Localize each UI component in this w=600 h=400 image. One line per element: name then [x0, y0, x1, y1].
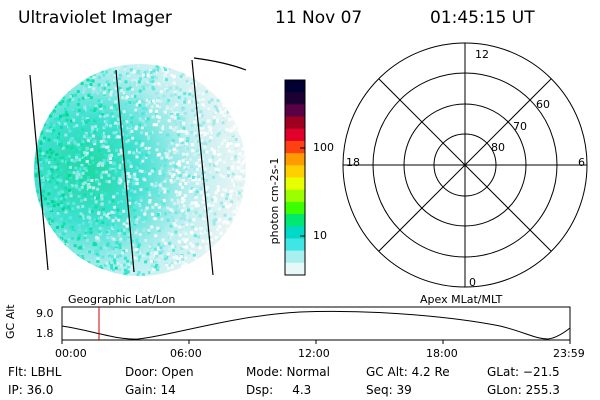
info-gain: Gain: 14 [125, 383, 176, 397]
mlat-label-70: 70 [513, 120, 527, 133]
info-mode: Mode: Normal [246, 365, 330, 379]
colorbar-tick-10: 10 [313, 229, 327, 242]
xtick-1200: 12:00 [298, 347, 330, 360]
colorbar-band [285, 104, 305, 118]
mlat-label-60: 60 [536, 98, 550, 111]
colorbar-band [285, 140, 305, 154]
xtick-2359: 23:59 [553, 347, 585, 360]
colorbar-band [285, 238, 305, 252]
time-label: 01:45:15 UT [430, 8, 535, 28]
colorbar-band [285, 262, 305, 276]
xtick-0600: 06:00 [170, 347, 202, 360]
info-ip: IP: 36.0 [8, 383, 54, 397]
mlt-label-18: 18 [346, 156, 360, 169]
date-label: 11 Nov 07 [275, 8, 363, 28]
xtick-1800: 18:00 [426, 347, 458, 360]
colorbar-band [285, 80, 305, 93]
info-filter: Flt: LBHL [8, 365, 62, 379]
info-seq: Seq: 39 [366, 383, 412, 397]
longitude-line [29, 74, 49, 271]
altitude-ytick-1-8: 1.8 [36, 327, 54, 340]
info-dsp: Dsp: 4.3 [246, 383, 312, 397]
latitude-line [193, 57, 247, 71]
colorbar-band [285, 250, 305, 264]
colorbar-tick-100: 100 [313, 141, 334, 154]
info-glat: GLat: −21.5 [487, 365, 560, 379]
apex-label: Apex MLat/MLT [420, 293, 503, 306]
xtick-0000: 00:00 [55, 347, 87, 360]
longitude-line [191, 59, 214, 276]
mlt-label-0: 0 [469, 276, 476, 289]
info-door: Door: Open [125, 365, 194, 379]
info-glon: GLon: 255.3 [487, 383, 560, 397]
mlt-label-12: 12 [475, 48, 489, 61]
instrument-title: Ultraviolet Imager [18, 8, 172, 28]
longitude-line [115, 69, 135, 273]
info-gc-alt: GC Alt: 4.2 Re [366, 365, 450, 379]
colorbar-band [285, 92, 305, 105]
altitude-ylabel: GC Alt [4, 304, 17, 339]
colorbar-band [285, 165, 305, 178]
colorbar-band [285, 189, 305, 203]
altitude-ytick-9: 9.0 [36, 307, 54, 320]
colorbar-band [285, 128, 305, 142]
colorbar-band [285, 177, 305, 191]
colorbar-band [285, 116, 305, 130]
colorbar-band [285, 153, 305, 166]
colorbar-band [285, 214, 305, 227]
mlt-label-6: 6 [578, 156, 585, 169]
altitude-curve [61, 310, 571, 340]
colorbar-band [285, 201, 305, 215]
geographic-label: Geographic Lat/Lon [68, 293, 176, 306]
mlat-label-80: 80 [491, 141, 505, 154]
